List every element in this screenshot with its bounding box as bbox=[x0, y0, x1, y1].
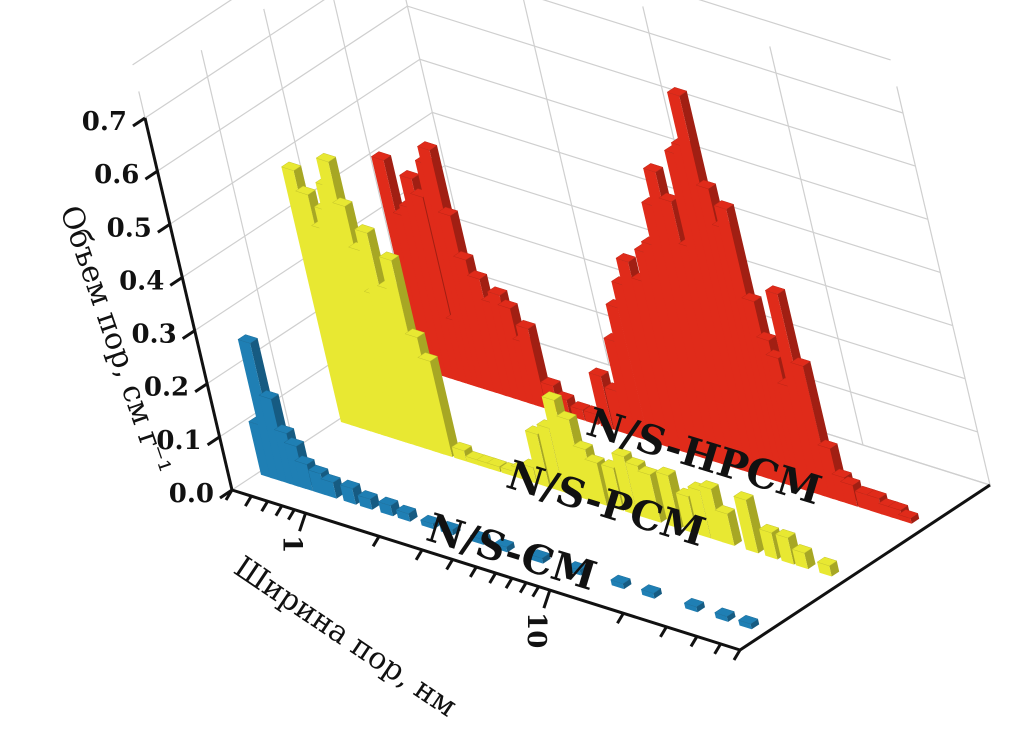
x-tick bbox=[244, 495, 253, 507]
bar bbox=[493, 538, 515, 553]
y-tick-label: 0.0 bbox=[169, 479, 214, 509]
axes: 0.0 0.1 0.2 0.3 0.4 0.5 0.6 0.7 1 10 bbox=[82, 107, 991, 661]
y-tick bbox=[144, 169, 159, 181]
bar bbox=[737, 614, 760, 630]
bars bbox=[237, 87, 920, 630]
bar bbox=[640, 584, 662, 599]
y-tick bbox=[132, 116, 146, 128]
grid-line bbox=[157, 5, 916, 172]
x-tick bbox=[224, 489, 234, 501]
depth-axis-line bbox=[739, 483, 991, 652]
bar bbox=[417, 352, 460, 457]
series-n-s-cm bbox=[237, 334, 760, 630]
x-tick bbox=[371, 535, 381, 548]
bar bbox=[339, 479, 364, 505]
x-tick bbox=[287, 508, 296, 521]
series-n-s-hpcm bbox=[370, 87, 920, 524]
y-tick bbox=[206, 435, 221, 447]
grid-line bbox=[144, 0, 904, 119]
grid-line bbox=[523, 0, 610, 366]
x-tick bbox=[488, 572, 497, 584]
y-axis-line bbox=[143, 117, 234, 491]
x-tick-label: 1 bbox=[277, 535, 307, 553]
x-axis-title: Ширина пор, нм bbox=[228, 550, 464, 725]
y-tick-label: 0.2 bbox=[144, 373, 189, 403]
x-tick bbox=[469, 566, 478, 578]
x-tick bbox=[531, 585, 540, 598]
x-tick bbox=[260, 500, 269, 513]
x-tick-label: 10 bbox=[521, 612, 551, 648]
y-tick-label: 0.3 bbox=[131, 320, 176, 350]
x-tick bbox=[616, 612, 625, 625]
bar bbox=[733, 491, 766, 554]
bar bbox=[395, 504, 418, 522]
x-axis-line bbox=[231, 488, 741, 652]
x-tick bbox=[659, 626, 668, 638]
x-tick bbox=[274, 504, 284, 517]
bar bbox=[357, 490, 380, 510]
x-tick bbox=[518, 581, 528, 594]
x-tick bbox=[689, 635, 699, 648]
y-tick-label: 0.5 bbox=[107, 213, 152, 243]
bar bbox=[816, 556, 840, 577]
x-tick bbox=[414, 549, 424, 561]
bar bbox=[529, 549, 551, 564]
bar bbox=[566, 561, 589, 576]
bar bbox=[791, 544, 816, 570]
bar bbox=[610, 574, 632, 590]
bar bbox=[637, 465, 669, 523]
series-n-s-pcm bbox=[280, 152, 840, 577]
y-tick-label: 0.6 bbox=[94, 160, 139, 190]
x-tick bbox=[732, 649, 742, 661]
y-tick bbox=[194, 382, 208, 393]
grid-line bbox=[169, 58, 929, 225]
bar bbox=[419, 514, 442, 530]
x-tick bbox=[445, 558, 454, 571]
bar bbox=[469, 530, 492, 545]
x-tick bbox=[504, 577, 514, 589]
y-tick-label: 0.7 bbox=[82, 107, 127, 137]
bar bbox=[897, 509, 920, 524]
grid-line bbox=[896, 86, 991, 486]
y-tick-label: 0.1 bbox=[156, 426, 201, 456]
x-tick bbox=[713, 643, 722, 655]
y-tick bbox=[169, 276, 184, 287]
bar bbox=[683, 597, 705, 613]
bar bbox=[714, 504, 742, 546]
grid-line bbox=[200, 50, 296, 449]
bar bbox=[714, 607, 736, 622]
y-tick bbox=[181, 329, 196, 340]
grid-line bbox=[769, 46, 864, 446]
y-tick bbox=[157, 223, 171, 234]
y-tick-label: 0.4 bbox=[119, 266, 164, 296]
bar bbox=[439, 520, 461, 536]
bar bbox=[320, 473, 345, 499]
grid-line bbox=[132, 0, 891, 66]
x-tick bbox=[542, 589, 552, 609]
x-tick bbox=[298, 512, 307, 532]
